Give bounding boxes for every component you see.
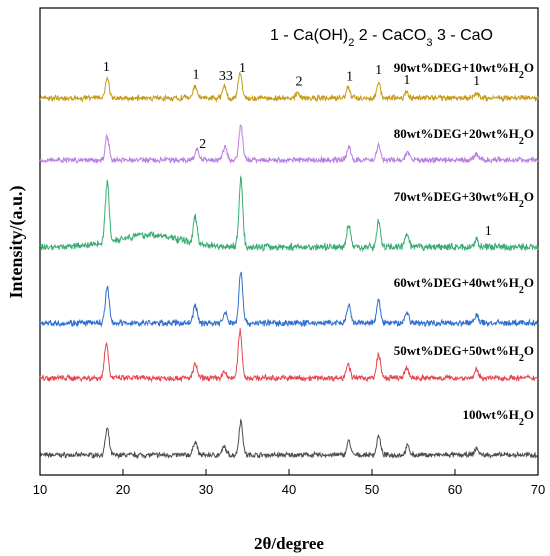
series-label-sub: 2 (519, 199, 524, 210)
series-line (39, 175, 539, 253)
peak-label: 1 (346, 70, 353, 85)
series-label: 60wt%DEG+40wt%H2O (394, 275, 534, 296)
peak-label: 2 (199, 137, 206, 152)
series-line (39, 328, 539, 383)
series-label-tail: O (524, 275, 534, 290)
x-tick-label: 70 (531, 482, 545, 497)
peak-label: 1 (103, 60, 110, 75)
series-label-main: 50wt%DEG+50wt%H (394, 343, 519, 358)
series-label: 50wt%DEG+50wt%H2O (394, 343, 534, 364)
series-label-tail: O (524, 189, 534, 204)
peak-label: 1 (239, 61, 246, 76)
series-label-sub: 2 (519, 136, 524, 147)
series-group (39, 71, 539, 460)
series-label-main: 60wt%DEG+40wt%H (394, 275, 519, 290)
series-line (39, 271, 539, 328)
series-label-tail: O (524, 60, 534, 75)
phase-legend: 1 - Ca(OH)2 2 - CaCO3 3 - CaO (270, 27, 493, 49)
peak-label: 1 (403, 73, 410, 88)
x-tick-label: 40 (282, 482, 296, 497)
series-label: 100wt%H2O (463, 407, 534, 428)
series-label-sub: 2 (519, 70, 524, 81)
series-label-tail: O (524, 407, 534, 422)
x-tick-label: 50 (365, 482, 379, 497)
series-label-sub: 2 (519, 353, 524, 364)
series-line (39, 71, 539, 103)
y-axis-title: Intensity/(a.u.) (6, 185, 27, 298)
series-label-main: 90wt%DEG+10wt%H (394, 60, 519, 75)
phase-legend-2-sub: 3 (426, 37, 432, 49)
x-tick-label: 20 (116, 482, 130, 497)
series-labels: 100wt%H2O50wt%DEG+50wt%H2O60wt%DEG+40wt%… (394, 60, 534, 428)
series-line (39, 124, 539, 165)
series-label-tail: O (524, 343, 534, 358)
series-label-sub: 2 (519, 285, 524, 296)
peak-label: 33 (219, 69, 233, 84)
series-label-main: 100wt%H (463, 407, 519, 422)
x-axis-ticks: 10 20 30 40 50 60 70 (33, 469, 545, 497)
x-tick-label: 60 (448, 482, 462, 497)
series-label-main: 80wt%DEG+20wt%H (394, 126, 519, 141)
series-label-sub: 2 (519, 417, 524, 428)
peak-label: 1 (375, 63, 382, 78)
peak-labels: 1 2 1 1 33 1 2 1 1 1 1 (103, 60, 492, 239)
x-tick-label: 30 (199, 482, 213, 497)
x-axis-title: 2θ/degree (254, 534, 324, 553)
peak-label: 2 (295, 75, 302, 90)
series-label: 70wt%DEG+30wt%H2O (394, 189, 534, 210)
phase-legend-1-sub: 2 (348, 37, 354, 49)
peak-label: 1 (473, 74, 480, 89)
phase-legend-1: 1 - Ca(OH) (270, 27, 348, 44)
series-line (39, 418, 539, 460)
x-tick-label: 10 (33, 482, 47, 497)
series-label-main: 70wt%DEG+30wt%H (394, 189, 519, 204)
phase-legend-3: 3 - CaO (433, 27, 493, 44)
series-label: 80wt%DEG+20wt%H2O (394, 126, 534, 147)
peak-label: 1 (193, 67, 200, 82)
series-label: 90wt%DEG+10wt%H2O (394, 60, 534, 81)
peak-label: 1 (485, 224, 492, 239)
series-label-tail: O (524, 126, 534, 141)
phase-legend-2: 2 - CaCO (354, 27, 426, 44)
